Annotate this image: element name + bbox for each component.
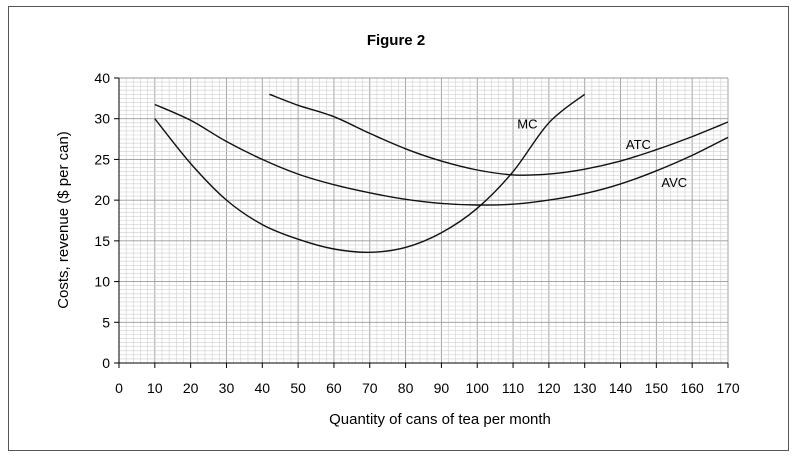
x-ticks: 0 10 20 30 40 50 60 70 80 90 100 110 120 130 140 150 160… <box>115 363 740 396</box>
y-ticks: 0 5 10 15 20 25 30 40 <box>94 70 119 371</box>
x-tick-label: 70 <box>362 380 378 396</box>
axes <box>114 78 728 368</box>
x-tick-label: 20 <box>183 380 199 396</box>
curve-atc <box>269 93 729 176</box>
y-tick-label: 30 <box>94 111 110 127</box>
y-tick-label: 5 <box>102 314 110 330</box>
y-tick-label: 40 <box>94 70 110 86</box>
x-tick-label: 130 <box>573 380 597 396</box>
x-tick-label: 150 <box>645 380 669 396</box>
chart-title: Figure 2 <box>367 32 425 49</box>
x-tick-label: 60 <box>326 380 342 396</box>
y-tick-label: 0 <box>102 355 110 371</box>
grid <box>118 77 729 364</box>
curve-mc <box>154 93 586 254</box>
y-axis-label: Costs, revenue ($ per can) <box>55 131 72 309</box>
x-tick-label: 90 <box>434 380 450 396</box>
y-tick-label: 25 <box>94 151 110 167</box>
x-tick-label: 50 <box>290 380 306 396</box>
y-tick-label: 20 <box>94 192 110 208</box>
x-tick-label: 10 <box>147 380 163 396</box>
curves <box>154 93 729 254</box>
label-mc: MC <box>517 116 537 131</box>
x-tick-label: 40 <box>255 380 271 396</box>
x-tick-label: 160 <box>680 380 704 396</box>
x-tick-label: 140 <box>609 380 633 396</box>
x-tick-label: 120 <box>537 380 561 396</box>
x-tick-label: 100 <box>466 380 490 396</box>
y-tick-label: 15 <box>94 233 110 249</box>
x-tick-label: 110 <box>502 380 525 396</box>
x-tick-label: 170 <box>716 380 740 396</box>
label-atc: ATC <box>626 137 651 152</box>
y-tick-label: 10 <box>94 274 110 290</box>
x-axis-label: Quantity of cans of tea per month <box>329 411 551 428</box>
label-avc: AVC <box>661 175 687 190</box>
figure-frame <box>8 6 789 451</box>
curve-labels: MC ATC AVC <box>517 116 687 190</box>
curve-avc <box>154 103 729 206</box>
x-tick-label: 80 <box>398 380 414 396</box>
x-tick-label: 0 <box>115 380 123 396</box>
x-tick-label: 30 <box>219 380 235 396</box>
